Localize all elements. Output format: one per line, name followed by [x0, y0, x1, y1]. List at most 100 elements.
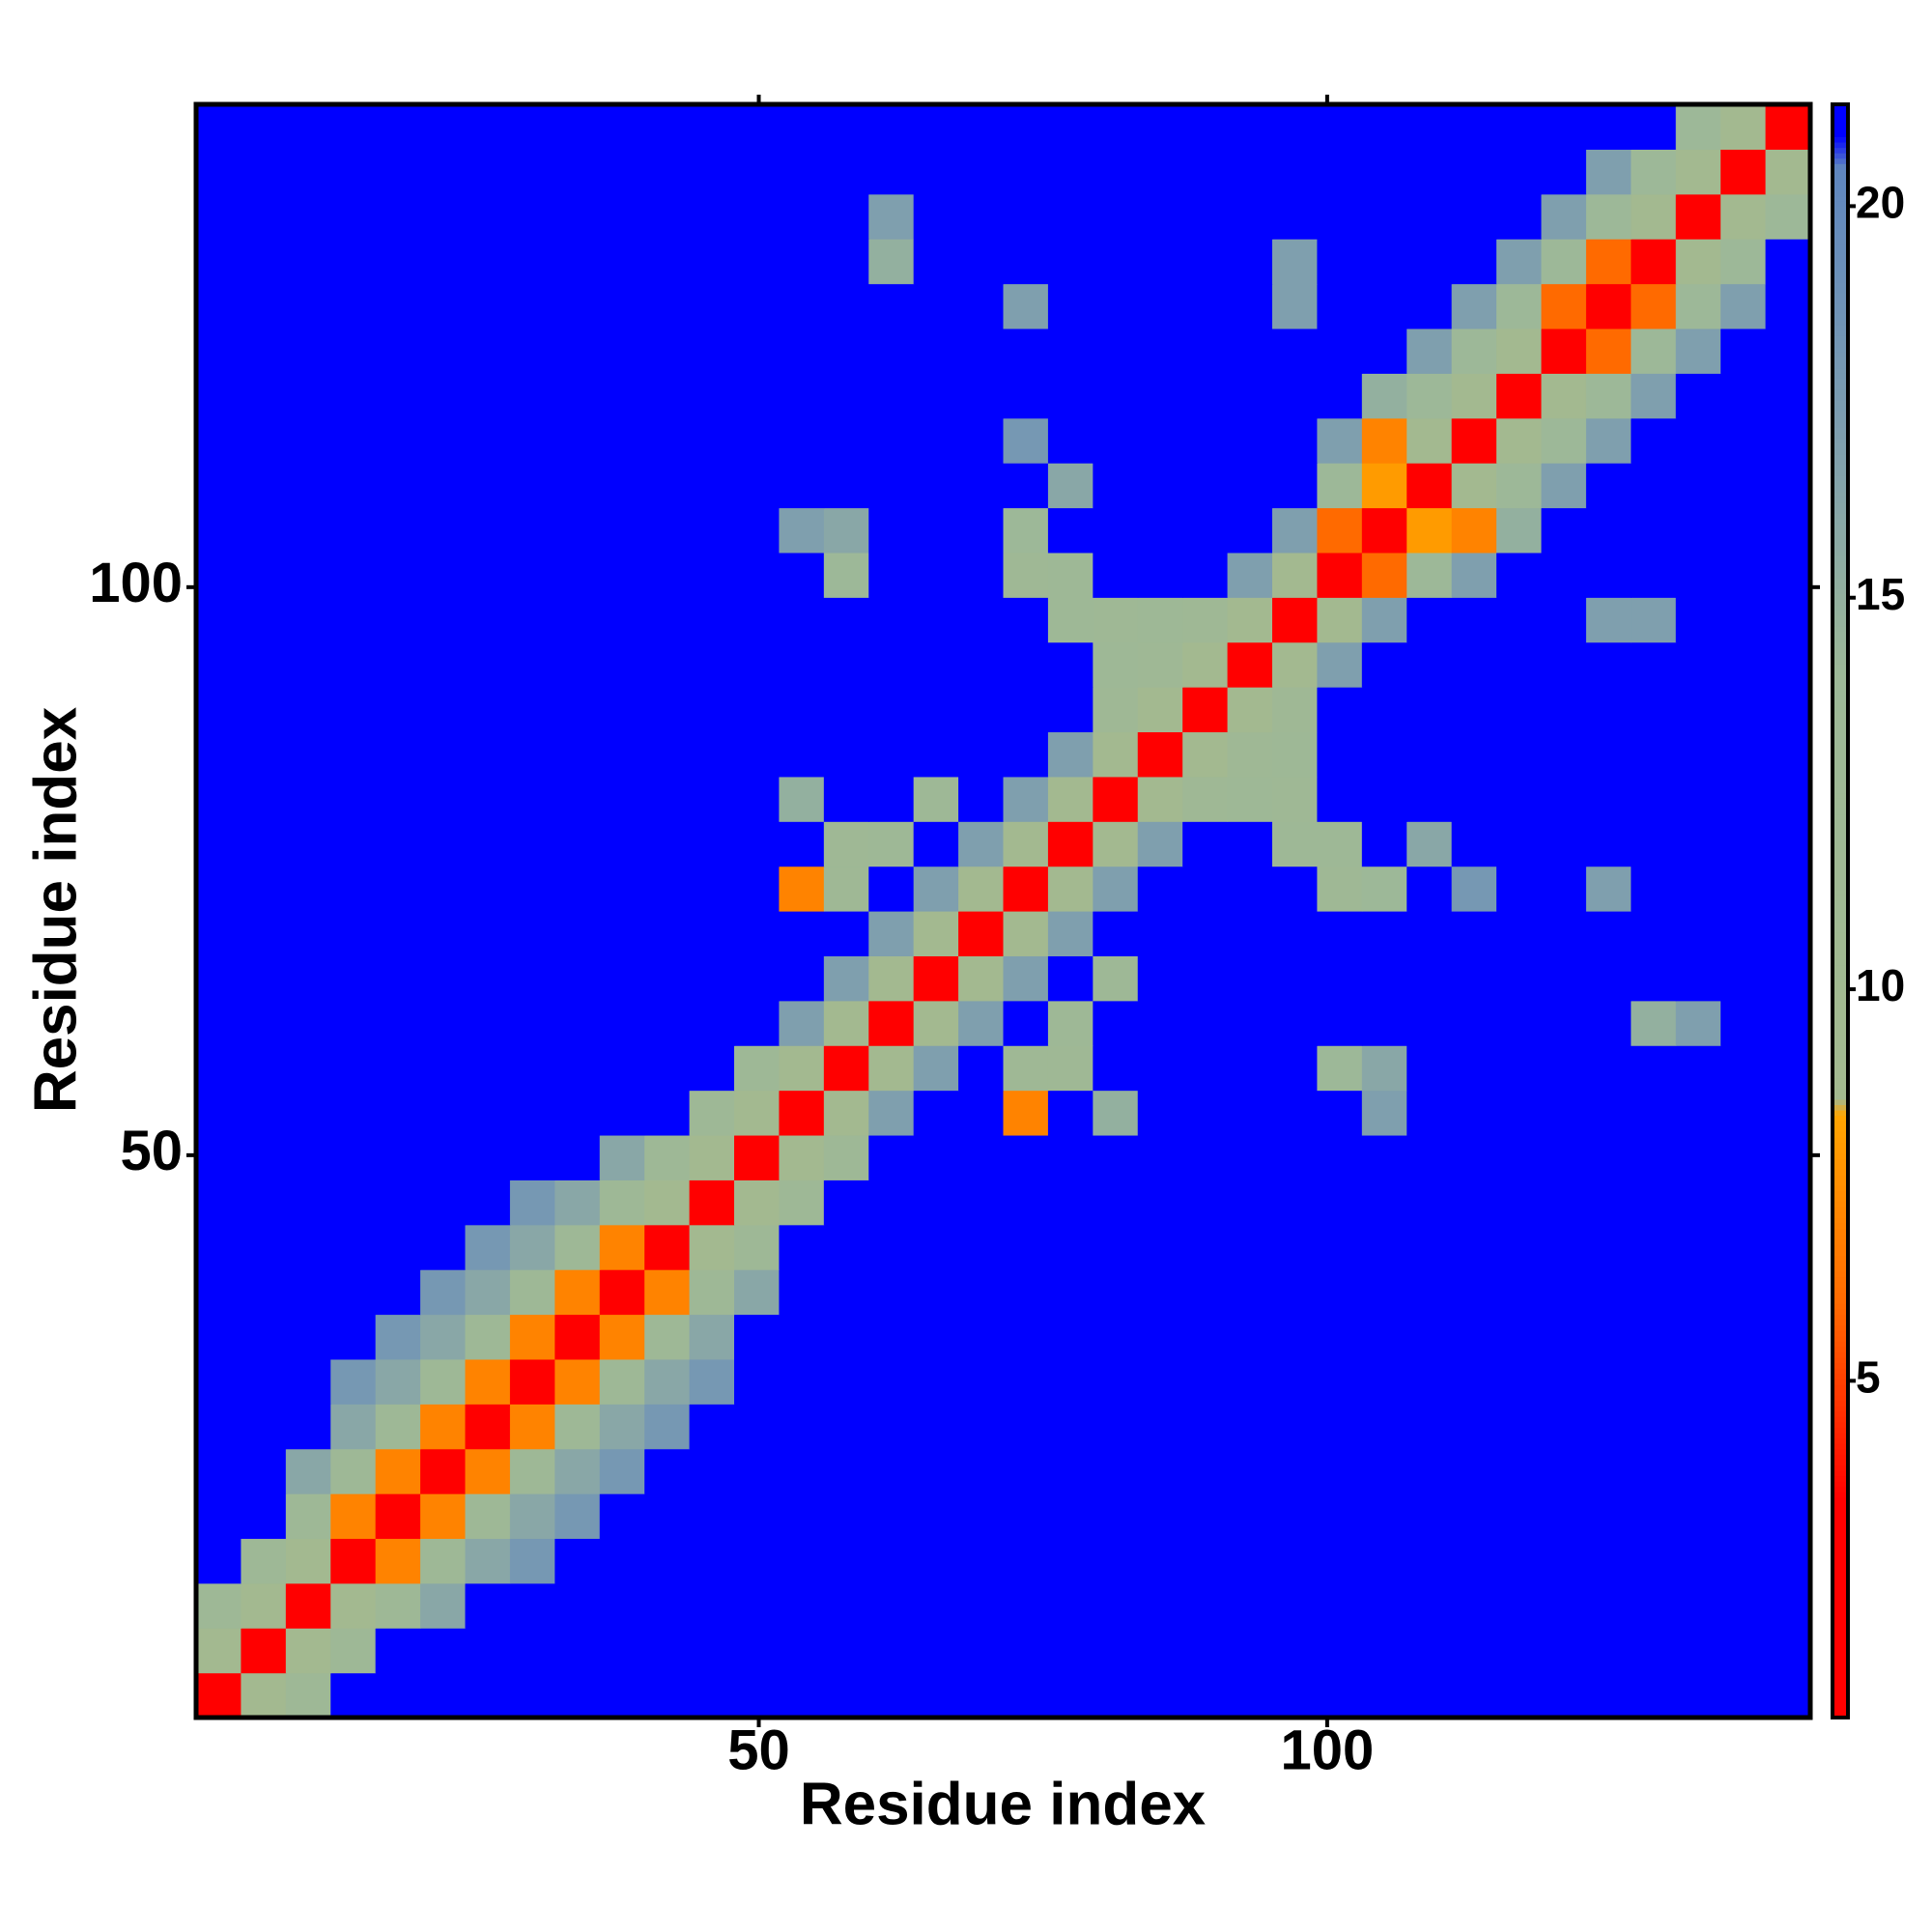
colorbar-segment: [1833, 1207, 1848, 1213]
heatmap-cell: [1496, 911, 1543, 956]
heatmap-cell: [1541, 193, 1587, 240]
heatmap-cell: [823, 104, 869, 150]
heatmap-cell: [1182, 731, 1229, 778]
heatmap-cell: [420, 149, 467, 195]
colorbar-segment: [1833, 1620, 1848, 1627]
heatmap-cell: [1317, 1000, 1363, 1046]
heatmap-cell: [1406, 1269, 1453, 1316]
heatmap-cell: [1272, 1000, 1319, 1046]
heatmap-cell: [1451, 507, 1497, 554]
heatmap-cell: [1047, 327, 1094, 374]
colorbar-segment: [1833, 1647, 1848, 1654]
heatmap-cell: [1137, 552, 1183, 598]
heatmap-cell: [1137, 283, 1183, 329]
colorbar-segment: [1833, 1282, 1848, 1289]
heatmap-cell: [1720, 1582, 1767, 1629]
heatmap-cell: [1720, 776, 1767, 822]
heatmap-cell: [1272, 1045, 1319, 1092]
heatmap-cell: [554, 1538, 601, 1584]
heatmap-cell: [958, 955, 1005, 1002]
colorbar-segment: [1833, 588, 1848, 595]
colorbar-segment: [1833, 878, 1848, 885]
heatmap-cell: [465, 597, 511, 643]
heatmap-cell: [1585, 552, 1632, 598]
heatmap-cell: [1182, 327, 1229, 374]
heatmap-cell: [1451, 1090, 1497, 1136]
heatmap-cell: [1406, 239, 1453, 285]
colorbar-segment: [1833, 1507, 1848, 1515]
heatmap-cell: [1093, 731, 1139, 778]
heatmap-cell: [465, 866, 511, 912]
heatmap-cell: [779, 1628, 825, 1674]
colorbar-segment: [1833, 1469, 1848, 1477]
heatmap-cell: [689, 552, 735, 598]
colorbar-segment: [1833, 427, 1848, 434]
heatmap-cell: [823, 821, 869, 867]
heatmap-cell: [1406, 1314, 1453, 1360]
heatmap-cell: [1720, 866, 1767, 912]
colorbar-segment: [1833, 308, 1848, 315]
heatmap-cell: [1182, 1672, 1229, 1719]
heatmap-cell: [823, 463, 869, 509]
heatmap-cell: [1272, 1314, 1319, 1360]
heatmap-cell: [465, 1090, 511, 1136]
heatmap-cell: [644, 911, 691, 956]
heatmap-cell: [1227, 373, 1273, 419]
heatmap-cell: [913, 1538, 959, 1584]
heatmap-cell: [1631, 1224, 1677, 1270]
heatmap-cell: [554, 597, 601, 643]
heatmap-cell: [1406, 911, 1453, 956]
heatmap-cell: [1765, 1269, 1811, 1316]
heatmap-cell: [196, 1269, 242, 1316]
heatmap-cell: [868, 1358, 915, 1405]
heatmap-cell: [1765, 955, 1811, 1002]
colorbar-segment: [1833, 141, 1848, 149]
heatmap-cell: [1137, 1045, 1183, 1092]
colorbar-segment: [1833, 1706, 1848, 1714]
heatmap-cell: [1093, 1045, 1139, 1092]
colorbar-segment: [1833, 464, 1848, 471]
heatmap-cell: [1272, 1448, 1319, 1494]
colorbar-segment: [1833, 1492, 1848, 1498]
heatmap-cell: [779, 1224, 825, 1270]
heatmap-cell: [823, 1672, 869, 1719]
heatmap-cell: [1585, 1628, 1632, 1674]
heatmap-cell: [285, 1358, 331, 1405]
heatmap-cell: [465, 687, 511, 733]
heatmap-cell: [1272, 1224, 1319, 1270]
heatmap-cell: [1317, 1179, 1363, 1226]
heatmap-cell: [1227, 104, 1273, 150]
heatmap-cell: [1406, 149, 1453, 195]
heatmap-cell: [1003, 1314, 1049, 1360]
heatmap-cell: [1272, 597, 1319, 643]
heatmap-cell: [1720, 417, 1767, 464]
heatmap-cell: [1406, 1179, 1453, 1226]
heatmap-cell: [465, 463, 511, 509]
heatmap-cell: [599, 821, 645, 867]
colorbar-segment: [1833, 857, 1848, 864]
heatmap-cell: [689, 821, 735, 867]
heatmap-cell: [689, 1134, 735, 1180]
heatmap-cell: [958, 1314, 1005, 1360]
heatmap-cell: [1317, 1404, 1363, 1450]
heatmap-cell: [1541, 866, 1587, 912]
heatmap-cell: [1765, 1224, 1811, 1270]
heatmap-cell: [285, 1224, 331, 1270]
colorbar-segment: [1833, 400, 1848, 407]
heatmap-cell: [599, 866, 645, 912]
colorbar-segment: [1833, 932, 1848, 939]
heatmap-cell: [1182, 283, 1229, 329]
heatmap-cell: [1765, 641, 1811, 688]
heatmap-cell: [375, 149, 421, 195]
heatmap-cell: [330, 1538, 377, 1584]
heatmap-cell: [913, 1224, 959, 1270]
heatmap-cell: [1182, 552, 1229, 598]
heatmap-cell: [1093, 1314, 1139, 1360]
colorbar-segment: [1833, 314, 1848, 321]
colorbar-segment: [1833, 1496, 1848, 1503]
heatmap-cell: [1361, 283, 1407, 329]
heatmap-cell: [375, 687, 421, 733]
heatmap-cell: [823, 552, 869, 598]
heatmap-cell: [779, 507, 825, 554]
heatmap-cell: [644, 866, 691, 912]
